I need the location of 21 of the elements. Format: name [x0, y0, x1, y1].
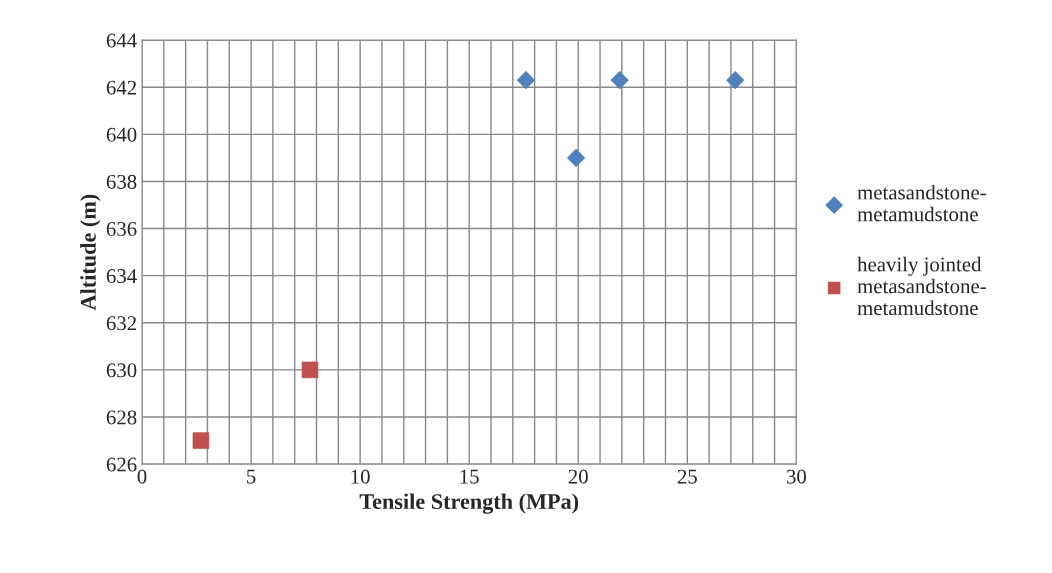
y-tick-label: 638	[106, 174, 137, 189]
legend-label: heavily jointed metasandstone- metamudstone	[857, 256, 986, 316]
x-tick-label: 30	[786, 469, 806, 484]
y-tick-label: 626	[106, 457, 137, 472]
y-tick-label: 634	[106, 269, 137, 284]
y-axis-title: Altitude (m)	[80, 194, 101, 311]
x-axis-title: Tensile Strength (MPa)	[359, 493, 579, 514]
legend-label: metasandstone- metamudstone	[857, 184, 986, 222]
x-tick-label: 25	[677, 469, 697, 484]
y-tick-label: 636	[106, 222, 137, 236]
x-tick-label: 15	[460, 469, 479, 484]
y-tick-label: 644	[106, 33, 137, 48]
y-tick-label: 642	[106, 80, 137, 95]
y-tick-label: 628	[106, 410, 137, 425]
y-tick-label: 640	[106, 127, 137, 142]
y-tick-label: 632	[106, 316, 137, 331]
x-tick-label: 5	[247, 469, 256, 484]
x-tick-label: 0	[137, 469, 147, 484]
x-tick-label: 10	[351, 469, 370, 484]
y-tick-label: 630	[106, 363, 137, 378]
x-tick-label: 20	[568, 469, 588, 484]
